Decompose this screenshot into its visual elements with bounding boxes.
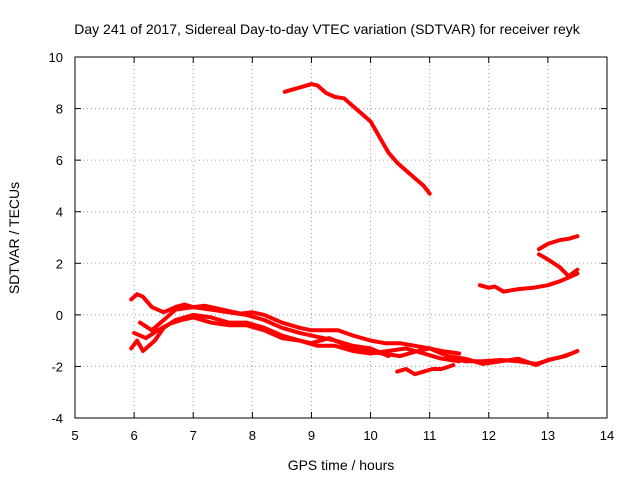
y-tick-label: 6 — [56, 153, 63, 168]
series-line-arc-3 — [537, 234, 580, 252]
x-tick-label: 6 — [130, 428, 137, 443]
y-tick-label: -2 — [51, 359, 63, 374]
series-line-arc-8 — [138, 305, 391, 359]
series-line-arc-2 — [477, 271, 580, 294]
series-line-arc-1 — [282, 82, 432, 196]
y-tick-label: 10 — [49, 50, 63, 65]
chart-title: Day 241 of 2017, Sidereal Day-to-day VTE… — [74, 21, 580, 37]
x-tick-label: 11 — [423, 428, 437, 443]
plot-frame — [74, 56, 608, 419]
x-tick-label: 12 — [482, 428, 496, 443]
x-tick-labels: 5 6 7 8 9 10 11 12 13 14 — [71, 428, 614, 443]
x-tick-label: 14 — [600, 428, 614, 443]
series-line-arc-9 — [395, 363, 456, 377]
axis-ticks — [74, 56, 608, 419]
x-tick-label: 7 — [190, 428, 197, 443]
x-axis-label: GPS time / hours — [288, 457, 395, 473]
y-axis-label: SDTVAR / TECUs — [6, 182, 22, 294]
y-tick-label: 4 — [56, 205, 63, 220]
series-line-arc-6 — [129, 312, 580, 366]
y-tick-labels: -4 -2 0 2 4 6 8 10 — [49, 50, 63, 426]
series-line-arc-7 — [132, 315, 462, 364]
x-tick-label: 5 — [71, 428, 78, 443]
data-series — [129, 82, 580, 377]
y-tick-label: 8 — [56, 102, 63, 117]
x-tick-label: 13 — [541, 428, 555, 443]
x-tick-label: 9 — [308, 428, 315, 443]
x-tick-label: 8 — [249, 428, 256, 443]
grid-lines — [75, 57, 607, 418]
series-line-arc-10 — [445, 351, 574, 368]
series-line-arc-4 — [537, 252, 580, 279]
series-line-arc-5 — [129, 292, 462, 356]
y-tick-label: -4 — [51, 411, 63, 426]
y-tick-label: 2 — [56, 256, 63, 271]
y-tick-label: 0 — [56, 308, 63, 323]
x-tick-label: 10 — [363, 428, 377, 443]
